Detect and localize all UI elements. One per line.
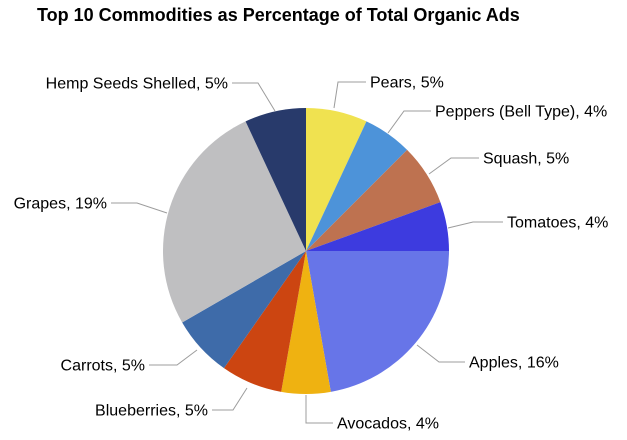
slice-label-peppers-bell-type: Peppers (Bell Type), 4% (435, 104, 607, 121)
pie-slice-carrots (182, 251, 306, 369)
slice-label-squash: Squash, 5% (483, 151, 569, 168)
leader-line-avocados (305, 395, 333, 424)
leader-line-carrots (149, 349, 198, 366)
pie-slice-squash (306, 149, 441, 251)
pie-slice-grapes (163, 121, 306, 323)
pie-slice-apples (306, 251, 449, 392)
pie-slice-peppers-bell-type (306, 121, 408, 252)
leader-line-hemp-seeds-shelled (232, 82, 276, 112)
slice-label-avocados: Avocados, 4% (337, 416, 439, 433)
leader-line-grapes (111, 202, 168, 214)
leader-line-apples (416, 344, 465, 363)
slice-label-grapes: Grapes, 19% (14, 196, 107, 213)
leader-line-pears (333, 81, 366, 109)
slice-label-apples: Apples, 16% (469, 355, 559, 372)
pie-slice-pears (306, 108, 367, 251)
chart-title: Top 10 Commodities as Percentage of Tota… (37, 5, 520, 25)
pie-slice-tomatoes (306, 202, 449, 251)
slice-label-tomatoes: Tomatoes, 4% (507, 215, 608, 232)
leader-line-blueberries (212, 387, 248, 411)
leader-line-tomatoes (447, 221, 503, 229)
slice-label-blueberries: Blueberries, 5% (95, 403, 208, 420)
pie-slice-hemp-seeds-shelled (245, 108, 306, 251)
leader-line-peppers-bell-type (387, 110, 431, 134)
pie-slice-avocados (281, 251, 331, 395)
slice-label-carrots: Carrots, 5% (61, 358, 145, 375)
leader-line-squash (428, 157, 479, 175)
pie-slice-blueberries (223, 251, 306, 392)
slice-label-pears: Pears, 5% (370, 75, 444, 92)
slice-label-hemp-seeds-shelled: Hemp Seeds Shelled, 5% (46, 76, 228, 93)
